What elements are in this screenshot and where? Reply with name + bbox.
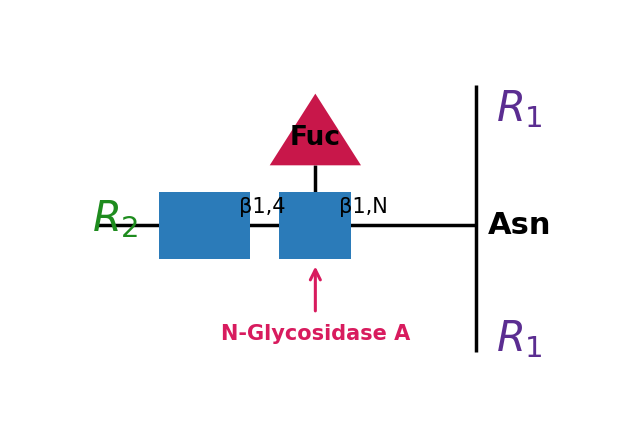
Text: β1,4: β1,4 bbox=[239, 197, 286, 217]
Text: Asn: Asn bbox=[489, 211, 552, 240]
Text: Fuc: Fuc bbox=[290, 125, 341, 151]
Bar bbox=[279, 192, 352, 259]
Bar bbox=[159, 192, 250, 259]
Text: β1,N: β1,N bbox=[339, 197, 388, 217]
Text: N-Glycosidase A: N-Glycosidase A bbox=[221, 324, 410, 344]
Text: $R_1$: $R_1$ bbox=[495, 318, 542, 360]
Text: $R_2$: $R_2$ bbox=[92, 198, 138, 239]
Text: $R_1$: $R_1$ bbox=[495, 87, 542, 129]
Polygon shape bbox=[270, 94, 361, 165]
